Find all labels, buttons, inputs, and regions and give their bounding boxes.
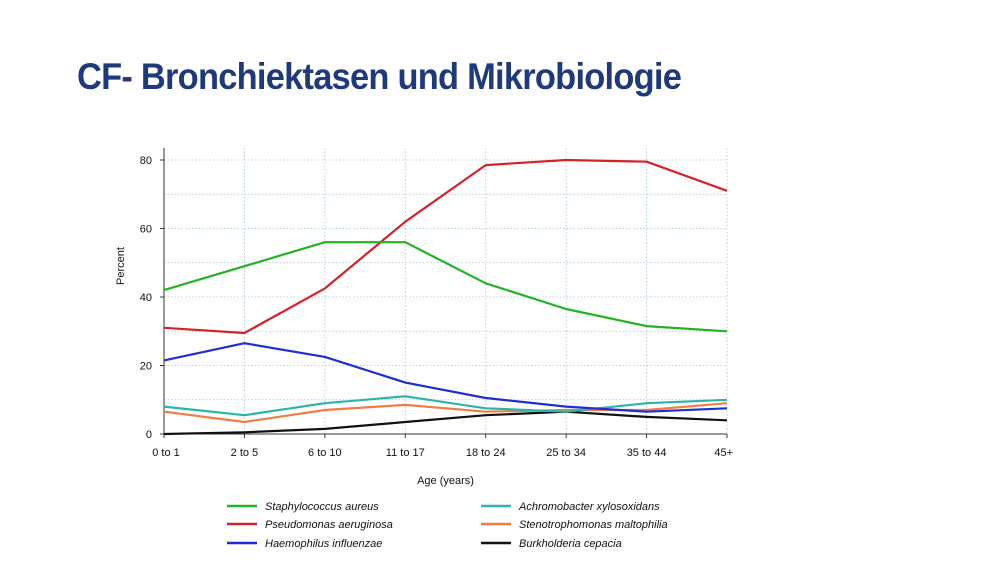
legend-label: Stenotrophomonas maltophilia (519, 519, 668, 531)
x-tick-label: 45+ (714, 447, 733, 459)
x-tick-label: 25 to 34 (546, 447, 586, 459)
legend-label: Staphylococcus aureus (265, 501, 379, 513)
x-tick-label: 35 to 44 (627, 447, 667, 459)
y-tick-label: 80 (140, 155, 152, 167)
x-axis-title: Age (years) (417, 475, 474, 487)
legend-label: Haemophilus influenzae (265, 538, 382, 550)
x-tick-label: 18 to 24 (466, 447, 506, 459)
legend-label: Achromobacter xylosoxidans (518, 501, 660, 513)
y-axis-title: Percent (115, 247, 127, 285)
x-tick-label: 2 to 5 (231, 447, 259, 459)
x-tick-label: 6 to 10 (308, 447, 342, 459)
legend-label: Pseudomonas aeruginosa (265, 519, 393, 531)
series-line-burkholderia-cepacia (163, 410, 728, 436)
legend-label: Burkholderia cepacia (519, 538, 622, 550)
series-line-pseudomonas-aeruginosa (163, 158, 728, 335)
grid (164, 148, 728, 434)
series-line-haemophilus-influenzae (163, 342, 728, 413)
x-tick-label: 0 to 1 (152, 447, 180, 459)
series-lines (163, 158, 728, 436)
axes: 0 20 40 60 80 0 to 1 2 to 5 6 to 10 11 to 17 18 t… (115, 148, 733, 487)
series-line-staphylococcus-aureus (163, 241, 728, 333)
slide-title: CF- Bronchiektasen und Mikrobiologie (77, 56, 682, 97)
y-tick-label: 0 (146, 429, 152, 441)
y-tick-label: 40 (140, 292, 152, 304)
y-tick-label: 60 (140, 224, 152, 236)
legend: Staphylococcus aureus Pseudomonas aerugin… (227, 501, 668, 550)
x-tick-label: 11 to 17 (386, 447, 425, 459)
series-line-achromobacter-xylosoxidans (163, 395, 728, 417)
y-tick-label: 20 (140, 361, 152, 373)
